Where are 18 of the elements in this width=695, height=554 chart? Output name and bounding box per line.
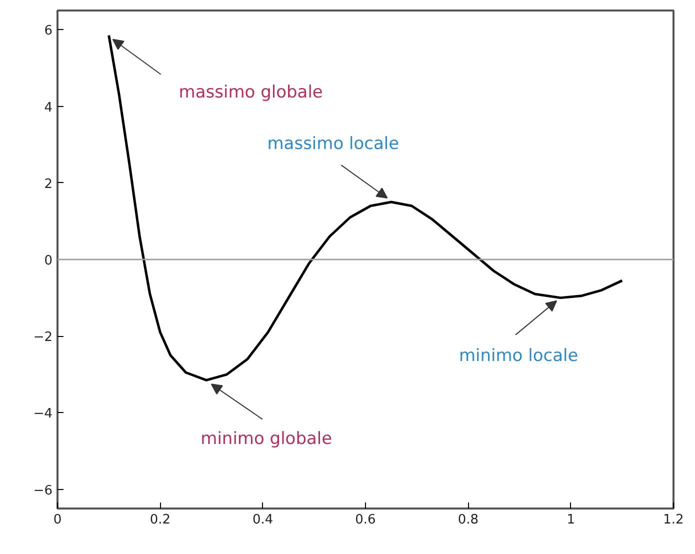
x-tick-label: 0.4 bbox=[252, 512, 274, 528]
x-tick-label: 1.2 bbox=[663, 512, 684, 528]
x-tick-label: 0.6 bbox=[355, 512, 376, 528]
y-tick-label: 0 bbox=[44, 254, 53, 268]
x-tick-label: 0.8 bbox=[458, 512, 479, 528]
line-series bbox=[108, 34, 624, 382]
y-tick-label: −4 bbox=[33, 406, 53, 422]
y-tick-label: 6 bbox=[44, 24, 53, 39]
y-tick-label: −2 bbox=[33, 330, 53, 346]
y-tick-label: 4 bbox=[44, 100, 53, 116]
y-tick-label: 2 bbox=[44, 176, 53, 192]
annotation: minimo globale bbox=[200, 429, 332, 450]
annotation: minimo locale bbox=[458, 346, 578, 366]
annotation: massimo globale bbox=[178, 82, 323, 102]
annotation: massimo locale bbox=[267, 134, 400, 154]
y-tick-label: −6 bbox=[33, 483, 53, 498]
x-tick-label: 1 bbox=[566, 512, 575, 528]
x-tick-label: 0.2 bbox=[150, 512, 171, 528]
